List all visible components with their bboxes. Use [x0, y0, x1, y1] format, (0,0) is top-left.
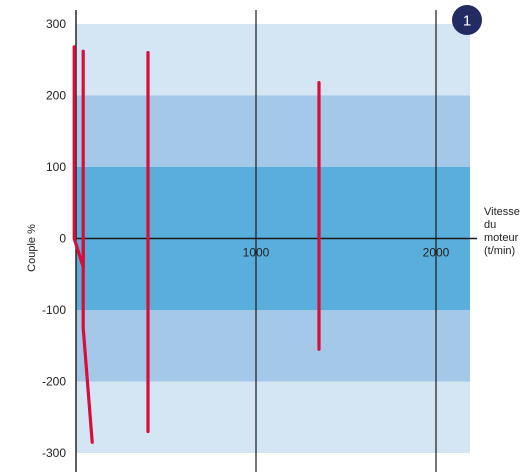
x-tick-label-1: 2000: [423, 246, 450, 260]
vertical-gridlines: [255, 10, 437, 472]
x-axis-label: Vitesse du moteur (t/min): [484, 206, 523, 257]
y-tick-label-0: 300: [46, 17, 66, 31]
x-tick-label-0: 1000: [243, 246, 270, 260]
y-axis-label: Couple %: [26, 224, 38, 272]
x-axis-label-line-2: du: [484, 219, 496, 231]
y-tick-label-2: 100: [46, 160, 66, 174]
badge-circle: [452, 5, 482, 35]
y-tick-label-1: 200: [46, 89, 66, 103]
y-tick-label-3: 0: [59, 232, 66, 246]
badge-number: 1: [463, 13, 471, 30]
x-axis-label-line-3: moteur: [484, 232, 519, 244]
x-axis-label-line-1: Vitesse: [484, 206, 520, 218]
band-4: [76, 381, 470, 453]
y-tick-label-6: -300: [42, 446, 66, 460]
band-1: [76, 95, 470, 167]
figure-number-badge: 1: [452, 5, 482, 35]
series-lines: [72, 45, 321, 444]
y-tick-label-5: -200: [42, 375, 66, 389]
series-line-1: [81, 49, 94, 444]
x-axis-label-line-4: (t/min): [484, 245, 515, 257]
band-3: [76, 310, 470, 382]
y-tick-label-4: -100: [42, 303, 66, 317]
band-0: [76, 24, 470, 96]
